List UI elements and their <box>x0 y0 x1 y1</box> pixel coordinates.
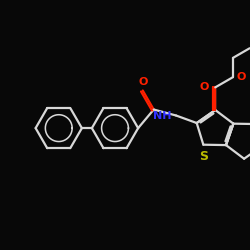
Text: O: O <box>138 77 147 87</box>
Text: O: O <box>237 72 246 82</box>
Text: O: O <box>200 82 209 92</box>
Text: S: S <box>199 150 208 163</box>
Text: NH: NH <box>152 110 171 120</box>
